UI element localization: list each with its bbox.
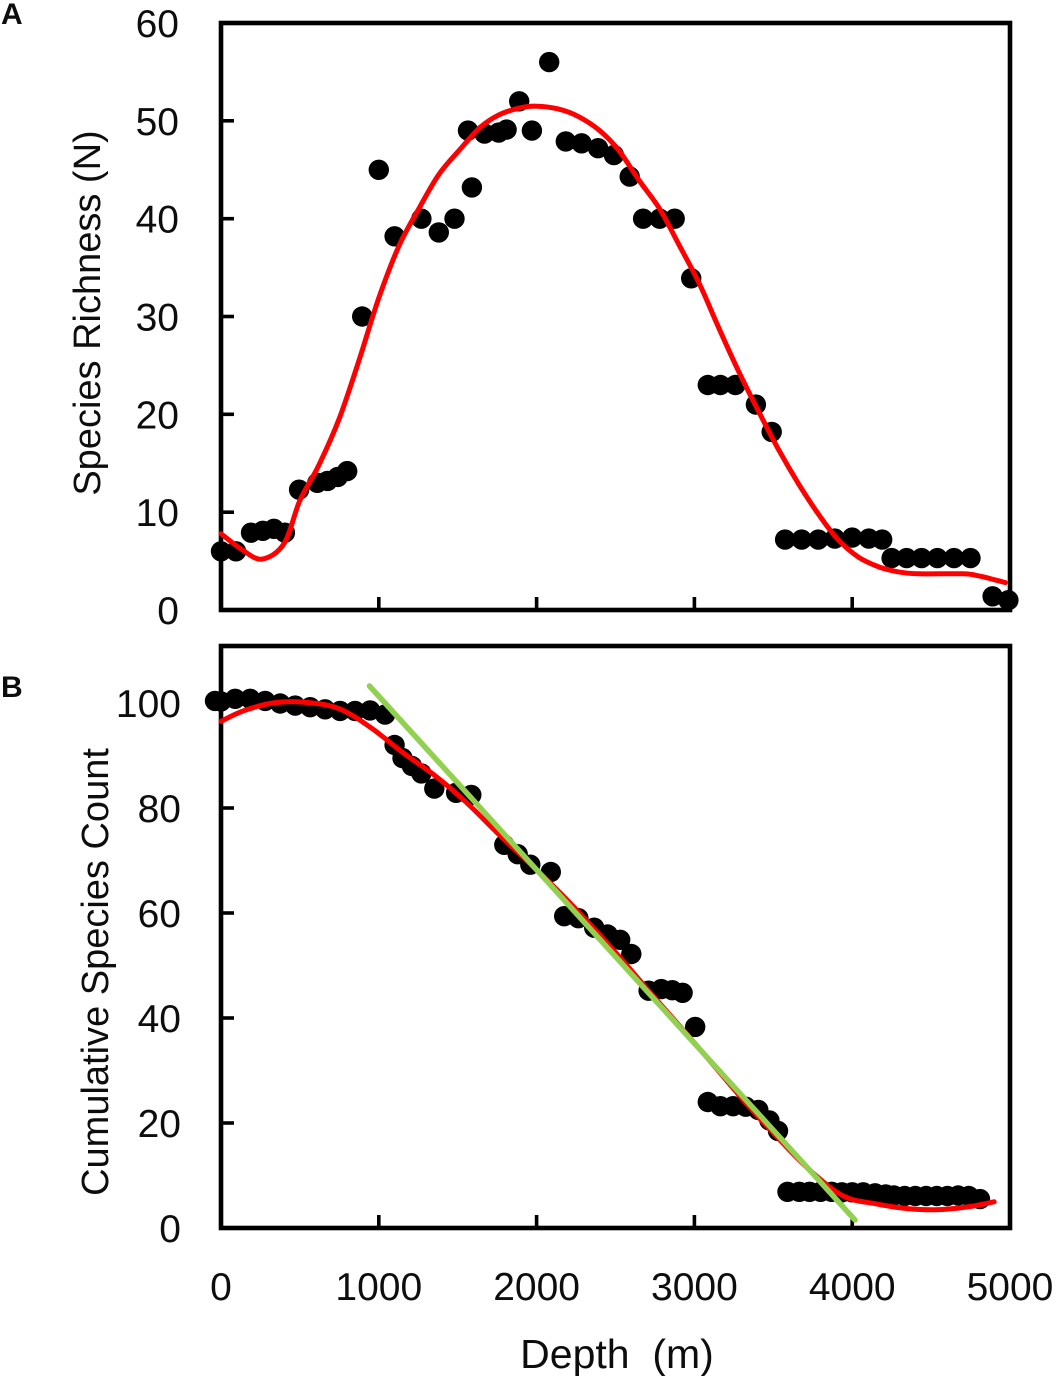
svg-text:30: 30 <box>136 297 179 340</box>
svg-text:0: 0 <box>210 1266 232 1309</box>
svg-text:B: B <box>1 671 23 704</box>
svg-text:80: 80 <box>138 788 181 831</box>
svg-text:60: 60 <box>136 3 179 46</box>
svg-text:Depth (m): Depth (m) <box>520 1331 714 1376</box>
svg-text:40: 40 <box>136 199 179 242</box>
svg-text:50: 50 <box>136 101 179 144</box>
svg-text:20: 20 <box>136 394 179 437</box>
svg-text:A: A <box>1 0 23 31</box>
svg-text:100: 100 <box>116 683 181 726</box>
svg-text:2000: 2000 <box>493 1266 580 1309</box>
svg-text:10: 10 <box>136 492 179 535</box>
svg-text:0: 0 <box>159 1208 181 1251</box>
svg-text:5000: 5000 <box>967 1266 1054 1309</box>
svg-text:Species Richness (N): Species Richness (N) <box>67 130 109 495</box>
svg-text:1000: 1000 <box>335 1266 422 1309</box>
svg-text:0: 0 <box>157 590 179 633</box>
svg-text:3000: 3000 <box>651 1266 738 1309</box>
svg-text:Cumulative Species Count: Cumulative Species Count <box>75 748 117 1196</box>
svg-text:20: 20 <box>138 1103 181 1146</box>
svg-text:4000: 4000 <box>809 1266 896 1309</box>
svg-text:40: 40 <box>138 998 181 1041</box>
svg-text:60: 60 <box>138 893 181 936</box>
